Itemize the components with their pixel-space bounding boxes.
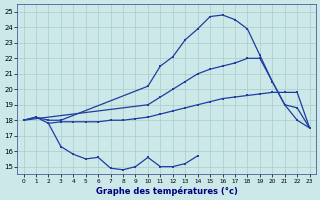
X-axis label: Graphe des températures (°c): Graphe des températures (°c): [96, 186, 237, 196]
